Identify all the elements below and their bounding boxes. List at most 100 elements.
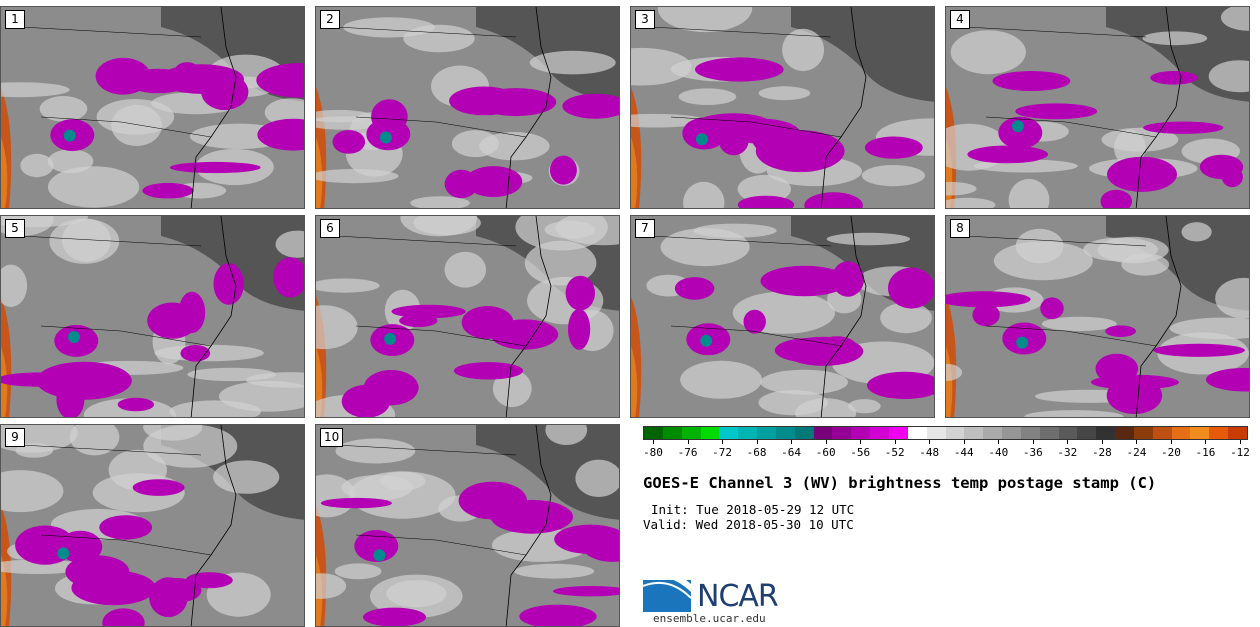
colorbar-swatch <box>662 427 682 439</box>
colorbar-swatch <box>1228 427 1247 439</box>
wv-map <box>316 425 619 626</box>
colorbar-tick-label: -24 <box>1126 446 1147 459</box>
postage-stamp-panel: 6 <box>315 215 620 418</box>
colorbar-tick-label: -16 <box>1195 446 1216 459</box>
colorbar-swatch <box>719 427 739 439</box>
colorbar-tick <box>1101 440 1103 444</box>
colorbar-swatch <box>888 427 908 439</box>
panel-number: 8 <box>950 219 970 238</box>
wv-map <box>631 216 934 417</box>
logo-wordmark: NCAR <box>697 579 779 614</box>
postage-stamp-panel: 2 <box>315 6 620 209</box>
postage-stamp-panel: 8 <box>945 215 1250 418</box>
plot-title: GOES-E Channel 3 (WV) brightness temp po… <box>643 474 1157 492</box>
colorbar-tick <box>929 440 931 444</box>
colorbar-tick-label: -40 <box>988 446 1009 459</box>
wv-map <box>631 7 934 208</box>
colorbar-swatch <box>1152 427 1172 439</box>
colorbar <box>643 426 1248 440</box>
colorbar-swatch <box>1115 427 1134 439</box>
colorbar-tick <box>860 440 862 444</box>
colorbar-tick-label: -44 <box>953 446 974 459</box>
colorbar-tick-label: -28 <box>1091 446 1112 459</box>
panel-number: 6 <box>320 219 340 238</box>
colorbar-tick <box>756 440 758 444</box>
colorbar-swatch <box>681 427 701 439</box>
panel-number: 2 <box>320 10 340 29</box>
colorbar-swatch <box>738 427 758 439</box>
panel-number: 7 <box>635 219 655 238</box>
postage-stamp-panel: 4 <box>945 6 1250 209</box>
colorbar-tick <box>653 440 654 444</box>
postage-stamp-panel: 1 <box>0 6 305 209</box>
colorbar-tick-label: -60 <box>815 446 836 459</box>
colorbar-tick-label: -76 <box>677 446 698 459</box>
colorbar-tick <box>998 440 1000 444</box>
postage-stamp-panel: 10 <box>315 424 620 627</box>
colorbar-swatch <box>1133 427 1153 439</box>
colorbar-tick <box>1170 440 1172 444</box>
colorbar-tick <box>687 440 689 444</box>
colorbar-swatch <box>907 427 927 439</box>
colorbar-swatch <box>1209 427 1229 439</box>
colorbar-tick <box>1032 440 1034 444</box>
colorbar-swatch <box>1002 427 1021 439</box>
colorbar-tick <box>722 440 724 444</box>
colorbar-tick-label: -52 <box>884 446 905 459</box>
panel-number: 10 <box>320 428 344 447</box>
colorbar-ticks: -80 -76 -72 -68 -64 -60 -56 -52 -48 -44 -40 -36 -32-… <box>643 440 1250 460</box>
colorbar-swatch <box>870 427 889 439</box>
panel-number: 5 <box>5 219 25 238</box>
postage-stamp-panel: 9 <box>0 424 305 627</box>
colorbar-swatch <box>1096 427 1116 439</box>
colorbar-tick <box>825 440 827 444</box>
colorbar-tick <box>1067 440 1069 444</box>
wv-map <box>946 216 1249 417</box>
panel-number: 3 <box>635 10 655 29</box>
colorbar-swatch <box>644 427 663 439</box>
wv-map <box>316 7 619 208</box>
panel-number: 4 <box>950 10 970 29</box>
colorbar-tick <box>791 440 793 444</box>
wv-map <box>946 7 1249 208</box>
colorbar-tick-label: -64 <box>781 446 802 459</box>
colorbar-swatch <box>757 427 776 439</box>
colorbar-tick-label: -80 <box>643 446 663 459</box>
panel-number: 1 <box>5 10 25 29</box>
colorbar-tick <box>963 440 965 444</box>
colorbar-swatch <box>983 427 1003 439</box>
colorbar-swatch <box>945 427 965 439</box>
colorbar-tick-label: -72 <box>712 446 732 459</box>
colorbar-tick-label: -36 <box>1022 446 1043 459</box>
postage-stamp-panel: 3 <box>630 6 935 209</box>
colorbar-tick-label: -32 <box>1057 446 1078 459</box>
colorbar-swatch <box>1171 427 1191 439</box>
colorbar-tick-label: -56 <box>850 446 871 459</box>
colorbar-tick-label: -48 <box>919 446 940 459</box>
init-time: Init: Tue 2018-05-29 12 UTC <box>651 502 855 517</box>
colorbar-swatch <box>832 427 852 439</box>
panel-number: 9 <box>5 428 25 447</box>
postage-stamp-panel: 5 <box>0 215 305 418</box>
wv-map <box>1 216 304 417</box>
colorbar-swatch <box>1190 427 1210 439</box>
colorbar-tick <box>1240 440 1241 444</box>
colorbar-tick <box>1205 440 1207 444</box>
colorbar-swatch <box>700 427 720 439</box>
colorbar-swatch <box>1020 427 1040 439</box>
colorbar-swatch <box>1077 427 1097 439</box>
colorbar-swatch <box>926 427 946 439</box>
postage-stamp-panel: 7 <box>630 215 935 418</box>
colorbar-tick-label: -20 <box>1161 446 1181 459</box>
colorbar-swatch <box>813 427 833 439</box>
ncar-logo-icon <box>643 570 692 612</box>
wv-map <box>1 7 304 208</box>
wv-map <box>1 425 304 626</box>
colorbar-swatch <box>851 427 871 439</box>
colorbar-swatch <box>964 427 984 439</box>
colorbar-tick-label: -68 <box>746 446 767 459</box>
colorbar-tick-label: -12 <box>1230 446 1250 459</box>
wv-map <box>316 216 619 417</box>
colorbar-tick <box>894 440 896 444</box>
logo-url: ensemble.ucar.edu <box>653 612 766 625</box>
